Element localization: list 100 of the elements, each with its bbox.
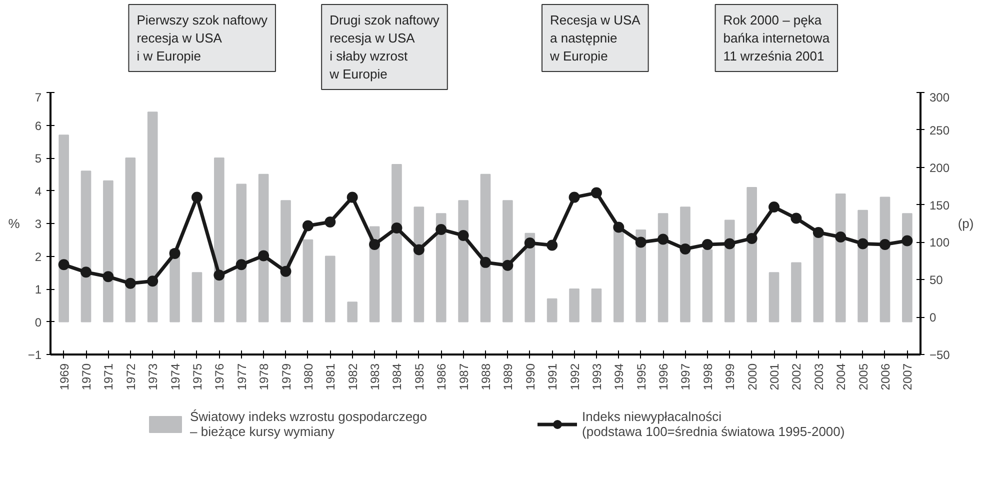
y2-tick-label: −50	[930, 348, 950, 362]
bar	[392, 164, 402, 322]
x-tick-label: 1991	[546, 363, 560, 390]
bar	[880, 196, 890, 322]
bar	[702, 249, 713, 322]
x-tick-label: 1992	[568, 363, 582, 390]
bar	[813, 232, 824, 322]
x-tick-label: 1980	[301, 363, 316, 390]
y2-axis-title: (p)	[958, 216, 974, 231]
x-tick-label: 2002	[790, 363, 804, 390]
x-tick-label: 1982	[346, 363, 360, 390]
point	[790, 212, 802, 224]
bar	[458, 200, 468, 322]
x-tick-label: 1995	[634, 363, 648, 390]
point	[147, 276, 158, 287]
text: Recesja w USA a następnie w Europie	[548, 12, 641, 64]
bar	[80, 170, 92, 322]
y2-tick-label: 50	[930, 273, 944, 288]
bar	[214, 158, 224, 322]
bar	[192, 272, 202, 322]
bar	[480, 174, 491, 322]
x-tick-label: 1985	[412, 363, 426, 390]
text: Rok 2000 – pęka bańka internetowa 11 września 2001	[723, 12, 830, 64]
point	[458, 230, 469, 241]
x-tick-label: 1987	[456, 363, 471, 390]
x-tick-label: 2001	[768, 363, 782, 390]
x-tick-label: 1971	[102, 363, 116, 390]
bar	[546, 298, 558, 322]
x-tick-label: 1978	[257, 363, 272, 390]
point	[835, 231, 846, 242]
point	[324, 216, 336, 228]
bar	[302, 239, 314, 322]
y-tick-label: 2	[34, 250, 42, 264]
x-tick-label: 1993	[590, 363, 604, 390]
bar	[724, 220, 735, 322]
point	[346, 192, 358, 203]
point	[902, 235, 913, 246]
x-tick-label: 1990	[523, 363, 538, 390]
point	[214, 270, 225, 281]
bar	[902, 213, 912, 322]
point	[546, 240, 558, 251]
text: Pierwszy szok naftowy recesja w USA i w Europie	[136, 12, 268, 64]
bar	[58, 134, 69, 322]
point	[590, 187, 602, 198]
x-tick-label: 1997	[678, 363, 693, 390]
point	[724, 238, 736, 250]
point	[413, 244, 424, 256]
bar	[502, 200, 513, 322]
x-tick-label: 1998	[700, 363, 715, 390]
point	[702, 238, 713, 250]
x-tick-label: 2003	[812, 363, 826, 390]
bar	[324, 256, 336, 322]
x-tick-label: 1983	[368, 363, 382, 390]
bar	[791, 262, 802, 322]
point	[613, 222, 624, 233]
point	[524, 237, 536, 248]
point	[58, 259, 70, 270]
y-tick-label: 5	[34, 152, 42, 166]
y2-tick-label: 250	[930, 123, 950, 138]
x-tick-label: 1986	[434, 363, 449, 390]
point	[635, 236, 646, 248]
point	[169, 248, 180, 259]
legend-label: Indeks niewypłacalności (podstawa 100=średnia światowa 1995-2000)	[582, 409, 845, 439]
point	[391, 222, 402, 234]
bar	[768, 272, 780, 322]
bar	[569, 288, 580, 322]
point	[746, 232, 758, 244]
point	[768, 202, 780, 213]
point	[369, 238, 380, 250]
point	[280, 266, 292, 277]
x-tick-label: 1988	[479, 363, 493, 390]
y-axis-title: %	[8, 216, 20, 231]
bar	[347, 302, 358, 322]
bar	[858, 210, 868, 322]
point	[258, 250, 270, 262]
x-tick-label: 2004	[834, 363, 848, 390]
bar	[746, 186, 757, 322]
y2-tick-label: 200	[930, 160, 950, 175]
x-tick-label: 2000	[745, 363, 760, 390]
bar	[236, 184, 247, 322]
point	[191, 192, 202, 203]
bar	[436, 213, 446, 322]
bar	[147, 112, 158, 322]
point	[568, 192, 580, 203]
point	[124, 278, 136, 289]
y2-tick-label: 150	[930, 198, 950, 212]
point	[436, 224, 447, 235]
y2-tick-label: 300	[930, 90, 950, 104]
legend-label: Światowy indeks wzrostu gospodarczego – bieżące kursy wymiany	[190, 409, 428, 439]
point	[857, 238, 868, 250]
x-tick-label: 1972	[124, 363, 138, 390]
bar	[125, 158, 136, 322]
x-tick-label: 1973	[146, 363, 160, 390]
point	[658, 234, 669, 245]
point	[879, 238, 890, 250]
y-tick-label: 3	[34, 217, 42, 231]
x-tick-label: 2007	[900, 363, 915, 390]
point	[812, 226, 824, 238]
y2-tick-label: 0	[930, 310, 936, 325]
bar	[258, 174, 269, 322]
